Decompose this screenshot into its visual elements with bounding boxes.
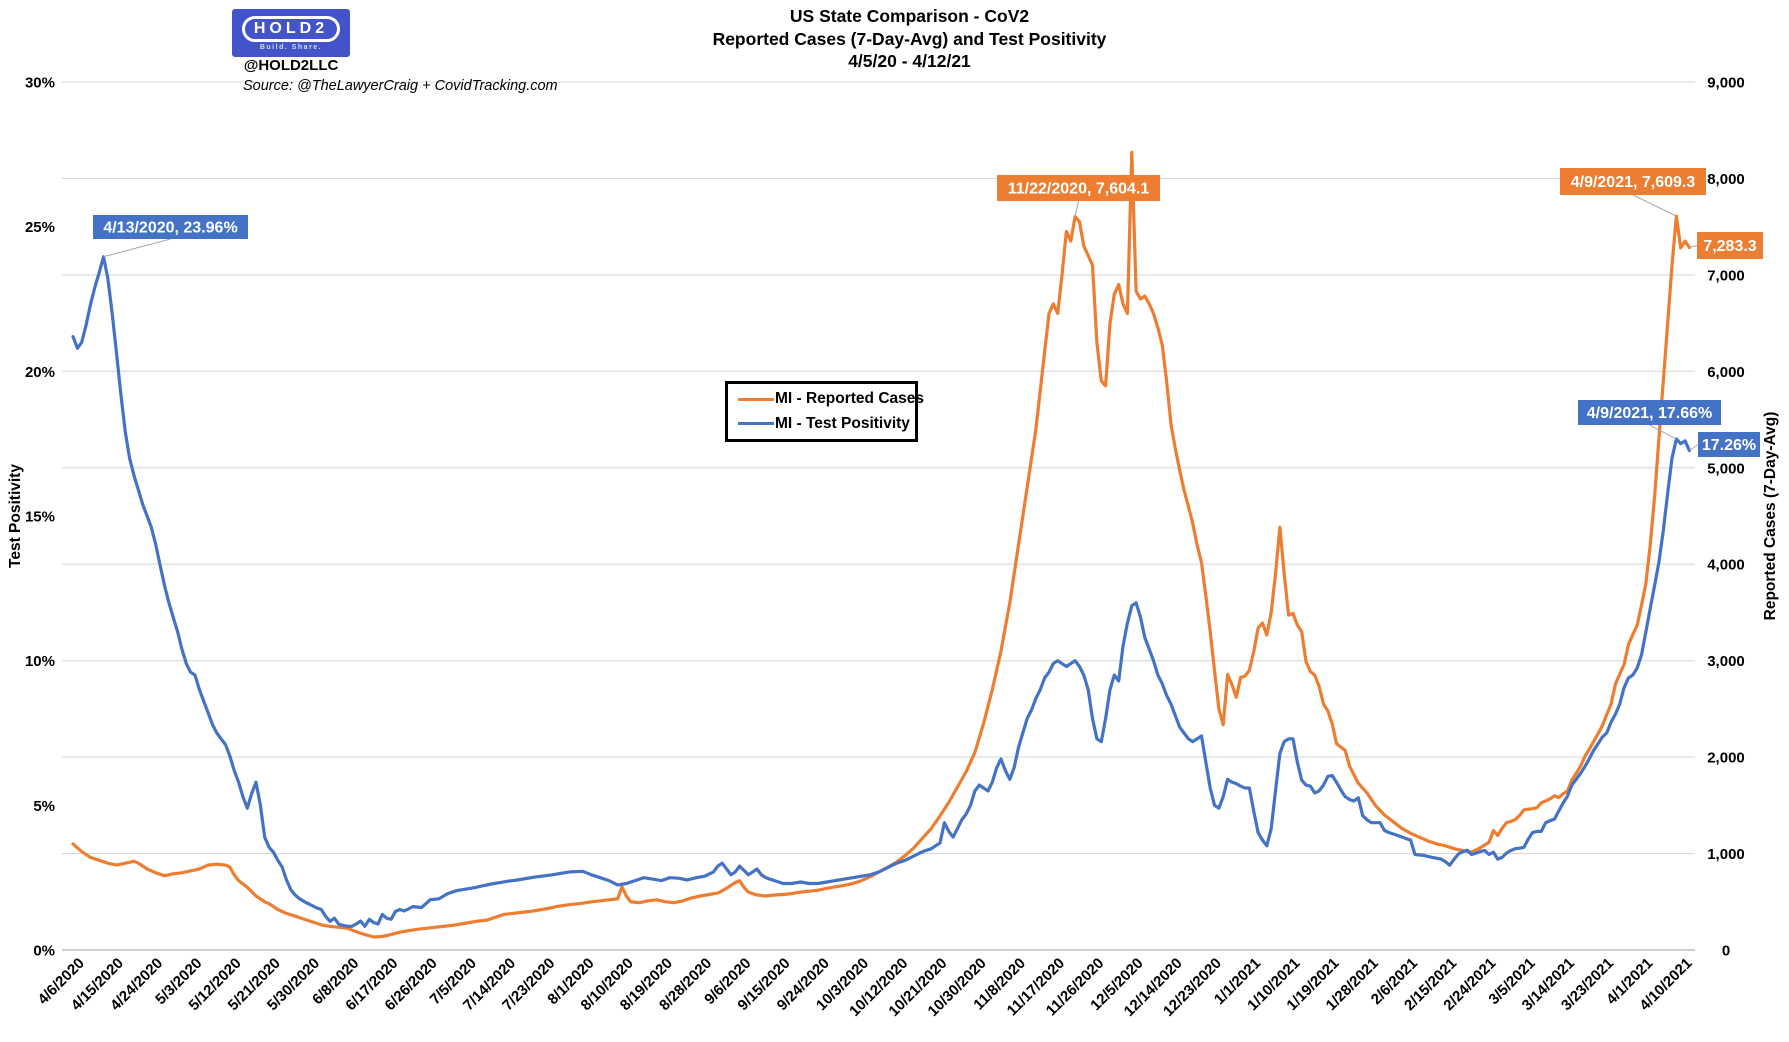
left-axis-tick-label: 0%	[33, 943, 55, 960]
right-axis-tick-label: 8,000	[1707, 171, 1745, 188]
annotation-leader-line	[1689, 444, 1699, 452]
reported-cases-line-swatch	[738, 397, 774, 402]
left-axis-tick-label: 30%	[25, 75, 55, 92]
annotation-leader-line	[1074, 200, 1079, 217]
annotation-label: 4/9/2021, 7,609.3	[1571, 174, 1696, 191]
chart-title-block: US State Comparison - CoV2 Reported Case…	[30, 5, 1789, 73]
left-axis-tick-label: 20%	[25, 364, 55, 381]
annotation-label: 4/13/2020, 23.96%	[103, 220, 237, 237]
annotation-box	[1560, 168, 1706, 195]
right-axis-tick-label: 5,000	[1707, 460, 1745, 477]
annotation-leader-line	[1689, 245, 1698, 249]
annotation-box	[1698, 432, 1760, 457]
series-line-positivity	[71, 255, 1692, 928]
legend-item-reported-cases: MI - Reported Cases	[738, 390, 924, 408]
legend-item-test-positivity: MI - Test Positivity	[738, 415, 915, 433]
annotation-label: 4/9/2021, 17.66%	[1587, 405, 1712, 422]
hold2-logo-text: HOLD2	[241, 15, 341, 42]
chart-title-line1: US State Comparison - CoV2	[789, 6, 1030, 26]
legend-label: MI - Test Positivity	[775, 414, 910, 432]
annotation-leader-line	[103, 238, 171, 258]
source-credit: Source: @TheLawyerCraig + CovidTracking.…	[243, 78, 558, 94]
annotation-label: 11/22/2020, 7,604.1	[1008, 181, 1150, 198]
right-axis-tick-label: 1,000	[1707, 846, 1745, 863]
annotation-box	[997, 175, 1160, 201]
annotation-box	[93, 215, 248, 239]
annotation-label: 17.26%	[1702, 437, 1756, 454]
right-axis-tick-label: 6,000	[1707, 364, 1745, 381]
left-axis-title: Test Positivity	[7, 464, 24, 568]
annotation-leader-line	[1632, 194, 1677, 217]
annotation-box	[1697, 232, 1763, 259]
annotation-box	[1578, 400, 1721, 425]
left-axis-tick-label: 5%	[33, 798, 55, 815]
legend-label: MI - Reported Cases	[775, 390, 925, 408]
right-axis-tick-label: 4,000	[1707, 557, 1745, 574]
right-axis-title: Reported Cases (7-Day-Avg)	[1762, 412, 1779, 621]
left-axis-tick-label: 10%	[25, 653, 55, 670]
right-axis-tick-label: 9,000	[1707, 75, 1745, 92]
hold2-logo: HOLD2 Build. Share.	[232, 9, 350, 57]
twitter-handle: @HOLD2LLC	[243, 57, 339, 74]
annotation-label: 7,283.3	[1703, 238, 1756, 255]
chart-title-line2: Reported Cases (7-Day-Avg) and Test Posi…	[712, 28, 1107, 49]
left-axis-tick-label: 25%	[25, 219, 55, 236]
right-axis-tick-label: 3,000	[1707, 653, 1745, 670]
annotation-leader-line	[1649, 424, 1677, 440]
test-positivity-line-swatch	[738, 421, 774, 426]
hold2-logo-tagline: Build. Share.	[259, 43, 323, 51]
legend: MI - Reported Cases MI - Test Positivity	[725, 381, 924, 442]
right-axis-tick-label: 7,000	[1707, 267, 1745, 284]
right-axis-tick-label: 2,000	[1707, 750, 1745, 767]
left-axis-tick-label: 15%	[25, 509, 55, 526]
chart-title-line3: 4/5/20 - 4/12/21	[848, 51, 971, 71]
series-line-cases	[71, 150, 1692, 939]
right-axis-tick-label: 0	[1722, 943, 1730, 960]
